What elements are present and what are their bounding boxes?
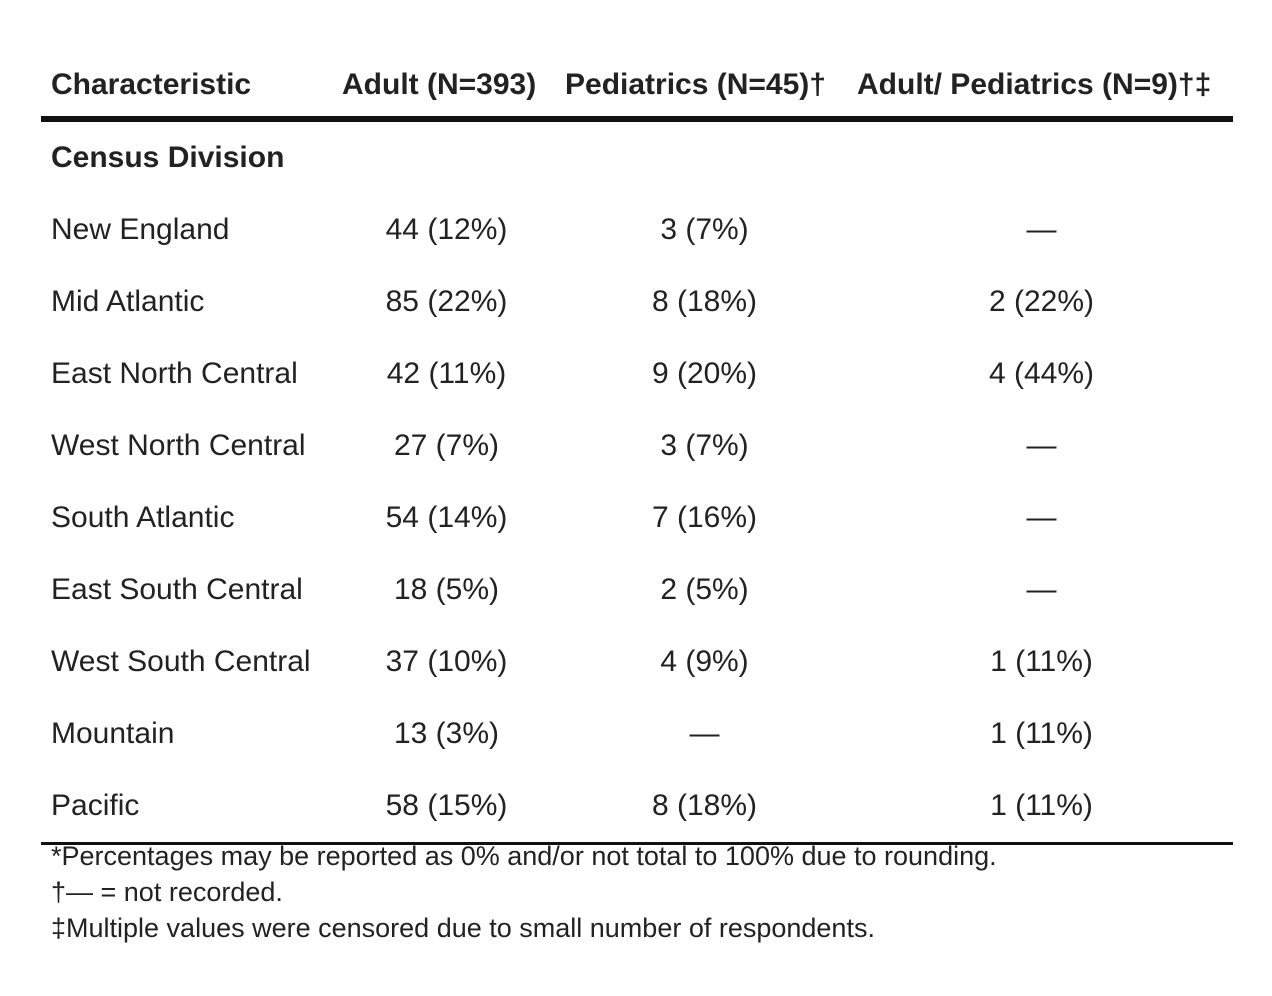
header-characteristic: Characteristic xyxy=(41,0,334,122)
row-label: Mid Atlantic xyxy=(51,285,205,318)
row-label: West South Central xyxy=(51,645,311,678)
footnote-censored: ‡Multiple values were censored due to sm… xyxy=(51,913,875,943)
row-label: West North Central xyxy=(51,429,306,462)
cell-adult-pediatrics: 1 (11%) xyxy=(990,717,1093,750)
cell-adult-pediatrics: 4 (44%) xyxy=(988,357,1095,390)
section-empty-cell xyxy=(334,119,559,194)
row-label: South Atlantic xyxy=(51,501,235,534)
cell-adult: 27 (7%) xyxy=(393,429,500,462)
cell-adult-pediatrics: — xyxy=(1026,429,1057,462)
section-empty-cell xyxy=(559,119,850,194)
row-label: East South Central xyxy=(51,573,303,606)
cell-pediatrics: 2 (5%) xyxy=(660,573,749,606)
header-pediatrics: Pediatrics (N=45)† xyxy=(559,0,850,122)
cell-adult: 85 (22%) xyxy=(385,285,508,318)
cell-pediatrics: 8 (18%) xyxy=(559,770,850,845)
row-label: New England xyxy=(51,213,230,246)
cell-adult: 37 (10%) xyxy=(385,645,508,678)
table-row: Mid Atlantic 85 (22%) 8 (18%) 2 (22%) xyxy=(41,266,1233,338)
census-division-table: Characteristic Adult (N=393) Pediatrics … xyxy=(41,0,1233,845)
header-adult: Adult (N=393) xyxy=(334,0,559,122)
cell-adult-pediatrics: — xyxy=(1026,573,1057,606)
cell-adult: 42 (11%) xyxy=(386,357,507,390)
table-row: West South Central 37 (10%) 4 (9%) 1 (11… xyxy=(41,626,1233,698)
cell-adult: 18 (5%) xyxy=(393,573,500,606)
cell-pediatrics: — xyxy=(689,717,720,750)
row-label: East North Central xyxy=(51,357,298,390)
footnote-not-recorded: †— = not recorded. xyxy=(51,877,283,907)
cell-adult: 58 (15%) xyxy=(334,770,559,845)
table-body: Census Division New England 44 (12%) 3 (… xyxy=(41,119,1233,845)
header-adult-pediatrics: Adult/ Pediatrics (N=9)†‡ xyxy=(850,0,1233,122)
cell-adult: 44 (12%) xyxy=(385,213,508,246)
row-label: Mountain xyxy=(51,717,175,750)
cell-pediatrics: 3 (7%) xyxy=(660,213,749,246)
cell-adult-pediatrics: 1 (11%) xyxy=(990,645,1093,678)
census-division-table-container: Characteristic Adult (N=393) Pediatrics … xyxy=(41,0,1233,845)
section-row: Census Division xyxy=(41,119,1233,194)
table-row: South Atlantic 54 (14%) 7 (16%) — xyxy=(41,482,1233,554)
cell-adult-pediatrics: 1 (11%) xyxy=(850,770,1233,845)
footnote-rounding: *Percentages may be reported as 0% and/o… xyxy=(51,841,997,871)
cell-pediatrics: 9 (20%) xyxy=(651,357,758,390)
cell-adult: 54 (14%) xyxy=(385,501,508,534)
cell-pediatrics: 3 (7%) xyxy=(660,429,749,462)
table-footnotes: *Percentages may be reported as 0% and/o… xyxy=(51,838,997,946)
table-header: Characteristic Adult (N=393) Pediatrics … xyxy=(41,0,1233,122)
table-row: East South Central 18 (5%) 2 (5%) — xyxy=(41,554,1233,626)
section-empty-cell xyxy=(850,119,1233,194)
table-row: West North Central 27 (7%) 3 (7%) — xyxy=(41,410,1233,482)
cell-pediatrics: 7 (16%) xyxy=(651,501,758,534)
cell-pediatrics: 8 (18%) xyxy=(651,285,758,318)
table-row: Pacific 58 (15%) 8 (18%) 1 (11%) xyxy=(41,770,1233,845)
table-row: Mountain 13 (3%) — 1 (11%) xyxy=(41,698,1233,770)
cell-pediatrics: 4 (9%) xyxy=(660,645,749,678)
cell-adult: 13 (3%) xyxy=(393,717,500,750)
cell-adult-pediatrics: — xyxy=(1026,501,1057,534)
row-label: Pacific xyxy=(41,770,334,845)
table-row: New England 44 (12%) 3 (7%) — xyxy=(41,194,1233,266)
table-row: East North Central 42 (11%) 9 (20%) 4 (4… xyxy=(41,338,1233,410)
section-title: Census Division xyxy=(51,141,285,174)
header-row: Characteristic Adult (N=393) Pediatrics … xyxy=(41,0,1233,122)
cell-adult-pediatrics: 2 (22%) xyxy=(988,285,1095,318)
cell-adult-pediatrics: — xyxy=(1026,213,1057,246)
